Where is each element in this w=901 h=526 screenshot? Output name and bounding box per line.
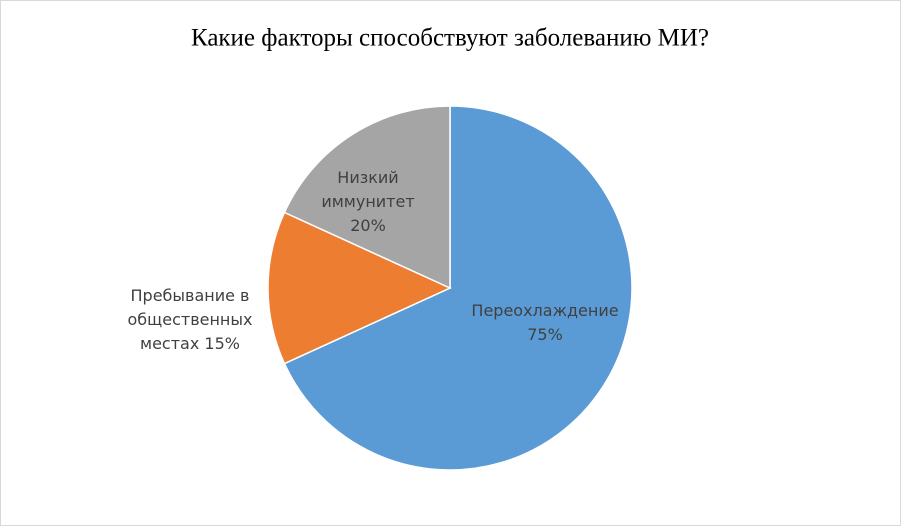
data-label: Низкий иммунитет 20% — [303, 166, 433, 238]
data-label: Пребывание в общественных местах 15% — [115, 284, 265, 356]
label-value: 15% — [204, 334, 240, 353]
label-value: 75% — [527, 325, 563, 344]
pie-slice — [283, 105, 451, 290]
data-label: Переохлаждение 75% — [455, 299, 635, 347]
pie-slice — [267, 211, 452, 365]
chart-title: Какие факторы способствуют заболеванию М… — [191, 25, 709, 52]
label-category: Пребывание в общественных местах — [127, 286, 253, 353]
label-category: Переохлаждение — [471, 301, 619, 320]
label-value: 20% — [350, 216, 386, 235]
label-category: Низкий иммунитет — [321, 168, 415, 211]
pie-slice — [283, 105, 633, 471]
